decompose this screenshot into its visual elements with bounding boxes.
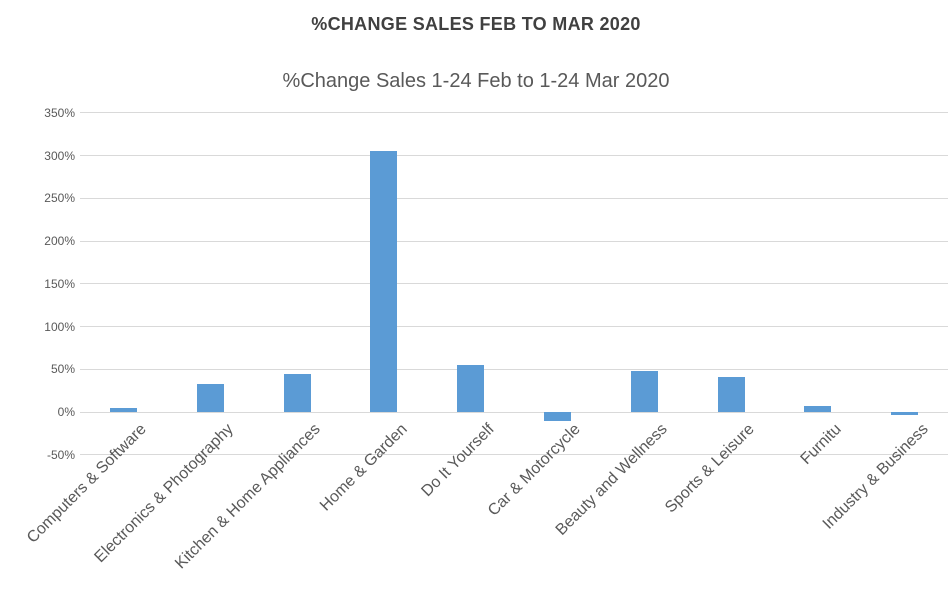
- y-axis-tick-label: 100%: [44, 319, 75, 334]
- gridline: [80, 368, 948, 370]
- bar-do-it-yourself: [457, 364, 485, 412]
- y-axis-tick-label: 350%: [44, 105, 75, 120]
- bar-furnitu: [804, 406, 832, 412]
- x-axis-category-label: Sports & Leisure: [662, 420, 758, 517]
- bar-electronics-photography: [196, 383, 224, 412]
- bar-sports-leisure: [717, 376, 745, 412]
- x-axis-category-label: Electronics & Photography: [91, 420, 237, 567]
- bar-computers-software: [109, 407, 137, 412]
- x-axis-category-label: Car & Motorcycle: [485, 420, 585, 520]
- bar-kitchen-home-appliances: [283, 374, 311, 412]
- x-axis-category-label: Furnitu: [797, 420, 845, 468]
- y-axis-tick-label: 150%: [44, 276, 75, 291]
- y-axis-tick-label: -50%: [46, 447, 75, 462]
- gridline: [80, 454, 948, 456]
- y-axis-tick-label: 250%: [44, 191, 75, 206]
- bar-beauty-and-wellness: [630, 370, 658, 412]
- x-axis-category-label: Home & Garden: [316, 420, 411, 515]
- bar-industry-business: [891, 412, 919, 415]
- gridline: [80, 326, 948, 327]
- bar-home-garden: [370, 151, 398, 412]
- y-axis-tick-label: 200%: [44, 234, 75, 248]
- y-axis-tick-label: 0%: [57, 405, 75, 419]
- y-axis-tick-label: 300%: [44, 148, 75, 163]
- gridline: [80, 283, 948, 285]
- gridline: [80, 240, 948, 242]
- chart-title: %CHANGE SALES FEB TO MAR 2020: [311, 14, 641, 34]
- gridline: [80, 112, 948, 114]
- x-axis-category-label: Do It Yourself: [418, 420, 498, 501]
- gridline: [80, 155, 948, 156]
- x-axis-category-label: Kitchen & Home Appliances: [172, 420, 324, 573]
- chart-subtitle: %Change Sales 1-24 Feb to 1-24 Mar 2020: [282, 70, 670, 92]
- y-axis-tick-label: 50%: [50, 362, 75, 377]
- bar-car-motorcycle: [543, 412, 571, 422]
- gridline: [80, 197, 948, 199]
- gridline: [80, 411, 948, 413]
